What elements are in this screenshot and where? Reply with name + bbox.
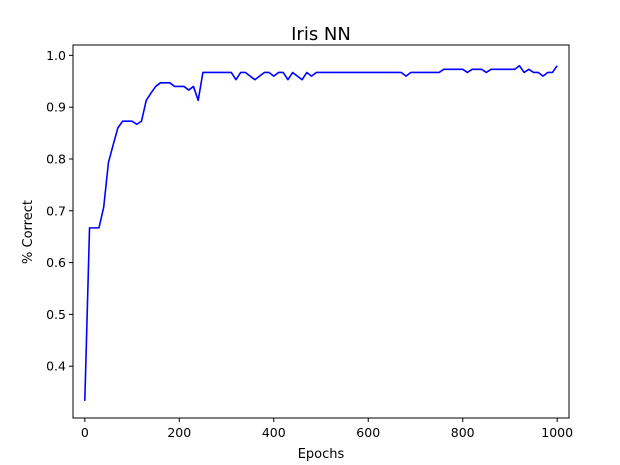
x-tick-label: 200: [167, 425, 191, 440]
x-tick-label: 600: [356, 425, 380, 440]
y-axis-label: % Correct: [21, 200, 36, 264]
y-tick-label: 0.7: [46, 203, 66, 218]
y-tick-label: 0.5: [46, 307, 66, 322]
x-tick-label: 0: [81, 425, 89, 440]
plot-area-frame: [72, 44, 570, 419]
chart-title: Iris NN: [291, 24, 351, 45]
x-tick-label: 400: [262, 425, 286, 440]
x-axis-label: Epochs: [298, 447, 345, 462]
data-layer: [84, 64, 558, 401]
y-tick-label: 0.6: [46, 255, 66, 270]
accuracy-line: [84, 64, 558, 401]
x-tick-label: 800: [451, 425, 475, 440]
y-tick-label: 0.9: [46, 100, 66, 115]
x-tick-label: 1000: [541, 425, 573, 440]
ticks-layer: 0 200 400 600 800 1000 0.4 0.5 0.6 0.7 0.8 0.9 1.0: [46, 48, 573, 440]
y-tick-label: 0.8: [46, 151, 66, 166]
y-tick-label: 0.4: [46, 359, 66, 374]
y-tick-label: 1.0: [46, 48, 66, 63]
